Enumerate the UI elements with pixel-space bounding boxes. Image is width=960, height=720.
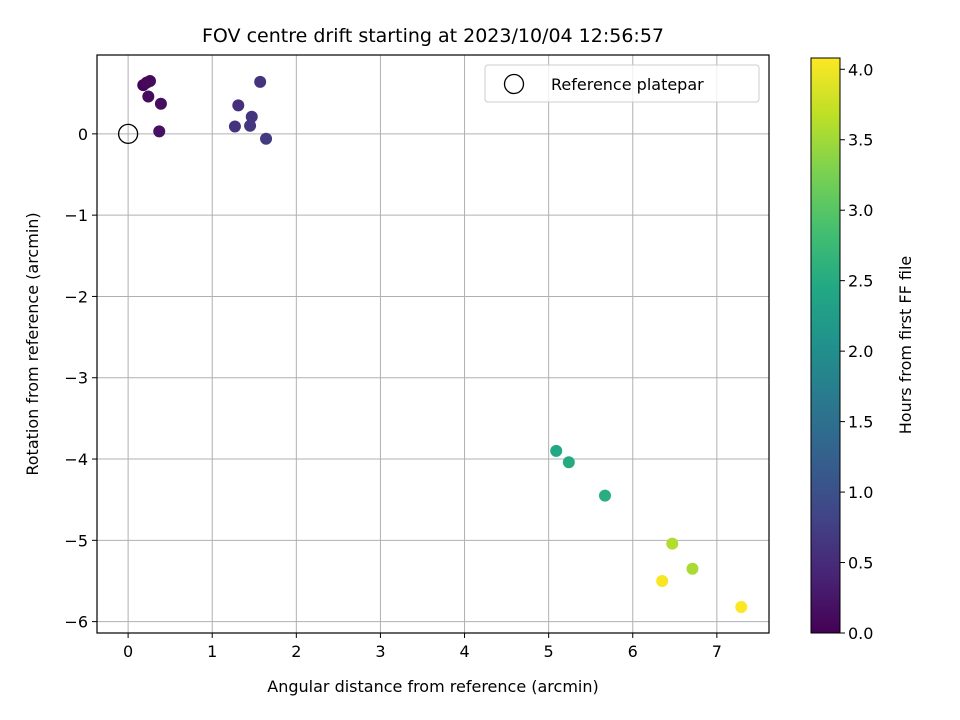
legend-label-reference: Reference platepar [551, 75, 704, 94]
data-point [656, 574, 669, 587]
y-tick-label: −1 [64, 206, 88, 225]
data-point [260, 132, 273, 145]
data-points [117, 75, 748, 613]
x-tick-label: 5 [544, 642, 554, 661]
x-axis-ticks: 0 1 2 3 4 5 6 7 [123, 633, 722, 661]
colorbar-tick-label: 0.0 [848, 624, 873, 643]
y-tick-label: −3 [64, 369, 88, 388]
x-tick-label: 1 [207, 642, 217, 661]
colorbar-label: Hours from first FF file [896, 256, 915, 435]
colorbar-tick-label: 3.5 [848, 131, 873, 150]
data-point [562, 456, 575, 469]
y-tick-label: −5 [64, 531, 88, 550]
colorbar-gradient [810, 57, 841, 634]
data-point [153, 125, 166, 138]
legend-marker-reference [503, 73, 525, 95]
legend: Reference platepar [484, 64, 760, 103]
data-point [228, 120, 241, 133]
colorbar-tick-label: 3.0 [848, 201, 873, 220]
colorbar-tick-label: 0.5 [848, 554, 873, 573]
x-tick-label: 6 [628, 642, 638, 661]
x-tick-label: 0 [123, 642, 133, 661]
colorbar: 0.0 0.5 1.0 1.5 2.0 2.5 3.0 3.5 4.0 Hours from f… [810, 57, 915, 643]
x-tick-label: 4 [459, 642, 469, 661]
y-axis-ticks: 0 −1 −2 −3 −4 −5 −6 [64, 125, 97, 632]
y-tick-label: −2 [64, 287, 88, 306]
x-tick-label: 3 [375, 642, 385, 661]
data-point [598, 489, 611, 502]
data-point [244, 119, 257, 132]
data-point [666, 537, 679, 550]
y-tick-label: −4 [64, 450, 88, 469]
chart-title: FOV centre drift starting at 2023/10/04 … [202, 25, 664, 47]
reference-marker [117, 123, 139, 145]
legend-box [484, 64, 760, 103]
data-point [232, 99, 245, 112]
colorbar-tick-label: 1.5 [848, 413, 873, 432]
y-tick-label: 0 [78, 125, 88, 144]
x-tick-label: 2 [291, 642, 301, 661]
y-axis-label: Rotation from reference (arcmin) [23, 212, 42, 475]
data-point [245, 110, 258, 123]
x-tick-label: 7 [712, 642, 722, 661]
data-point [254, 75, 267, 88]
data-point [143, 75, 156, 88]
colorbar-tick-label: 1.0 [848, 483, 873, 502]
grid [97, 55, 769, 633]
data-point [550, 444, 563, 457]
plot-area-frame [96, 54, 770, 634]
colorbar-ticks: 0.0 0.5 1.0 1.5 2.0 2.5 3.0 3.5 4.0 [840, 60, 873, 643]
y-tick-label: −6 [64, 613, 88, 632]
colorbar-tick-label: 2.0 [848, 342, 873, 361]
colorbar-tick-label: 4.0 [848, 60, 873, 79]
data-point [686, 562, 699, 575]
colorbar-tick-label: 2.5 [848, 272, 873, 291]
data-point [142, 90, 155, 103]
data-point [154, 97, 167, 110]
x-axis-label: Angular distance from reference (arcmin) [267, 677, 598, 696]
data-point [735, 600, 748, 613]
